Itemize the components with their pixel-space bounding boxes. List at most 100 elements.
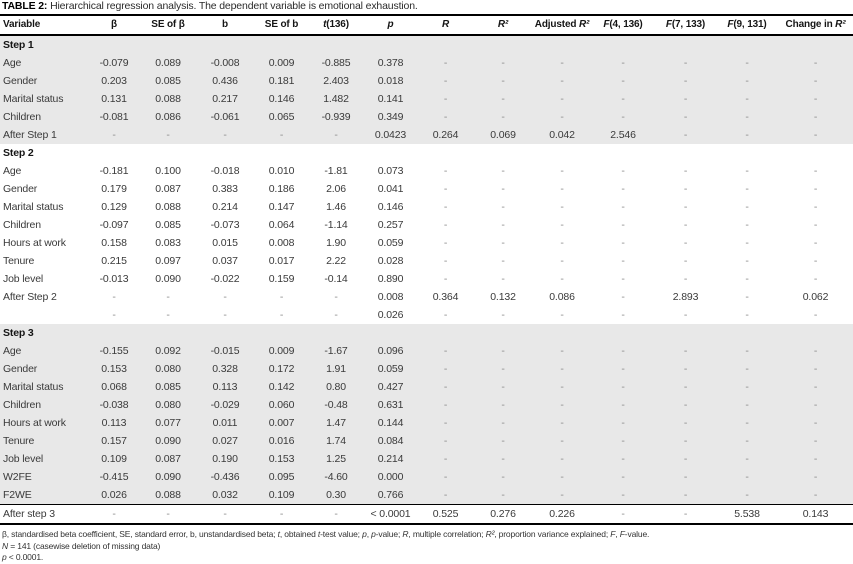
cell-value: - <box>621 57 625 69</box>
cell-variable <box>0 306 88 324</box>
col-header-p: p <box>387 19 394 30</box>
cell-value: - <box>279 309 284 321</box>
cell-value: 0.088 <box>155 201 181 213</box>
cell-value: 0.080 <box>155 363 181 375</box>
col-header-se-beta: SE of β <box>151 19 185 30</box>
cell-value: 0.153 <box>268 453 295 465</box>
cell-value: - <box>334 291 338 303</box>
cell-value: - <box>745 489 749 501</box>
cell-value: - <box>560 75 564 87</box>
cell-value: 0.008 <box>377 291 404 303</box>
cell-value: 2.893 <box>672 291 699 303</box>
cell-value: - <box>745 165 749 177</box>
cell-variable: Age <box>3 345 22 357</box>
cell-variable: Gender <box>3 363 38 375</box>
cell-value: - <box>683 219 688 231</box>
footnote-line: β, standardised beta coefficient, SE, st… <box>2 529 650 539</box>
cell-value: 0.080 <box>155 399 181 411</box>
header-row: Variable β SE of β b SE of b t(136) p R R² Adjust… <box>0 15 853 35</box>
section-row-step-1: Step 1 <box>0 35 853 54</box>
cell-value: - <box>443 93 448 105</box>
cell-variable: Job level <box>3 273 44 285</box>
cell-value: 0.328 <box>212 363 238 375</box>
cell-value: - <box>501 435 505 447</box>
cell-value: - <box>813 219 818 231</box>
cell-value: - <box>621 489 625 501</box>
cell-value: 0.109 <box>268 489 295 501</box>
cell-variable: Age <box>3 57 22 69</box>
cell-value: - <box>560 183 564 195</box>
cell-value: 0.80 <box>326 381 346 393</box>
cell-value: 0.086 <box>549 291 575 303</box>
cell-value: 0.153 <box>101 363 127 375</box>
cell-value: - <box>745 453 749 465</box>
cell-value: 0.000 <box>377 471 404 483</box>
cell-variable: Job level <box>3 453 44 465</box>
data-row: Children -0.081 0.086 -0.061 0.065 -0.939 0.34… <box>0 108 853 126</box>
cell-variable: Age <box>3 165 22 177</box>
cell-value: - <box>443 273 448 285</box>
cell-value: - <box>443 417 448 429</box>
cell-value: 0.084 <box>377 435 404 447</box>
cell-value: -0.48 <box>324 399 348 411</box>
cell-value: -0.073 <box>210 219 240 231</box>
cell-value: - <box>813 273 818 285</box>
cell-value: - <box>621 291 625 303</box>
cell-value: -0.081 <box>99 111 129 123</box>
cell-value: 0.214 <box>377 453 404 465</box>
cell-value: 0.257 <box>377 219 404 231</box>
cell-value: - <box>501 399 505 411</box>
cell-value: - <box>745 255 749 267</box>
cell-value: - <box>621 93 625 105</box>
cell-value: - <box>166 129 170 141</box>
cell-value: - <box>621 345 625 357</box>
cell-value: - <box>621 165 625 177</box>
cell-value: - <box>560 381 564 393</box>
cell-value: - <box>683 93 688 105</box>
cell-value: - <box>813 309 818 321</box>
cell-value: 0.349 <box>377 111 404 123</box>
cell-value: 0.060 <box>268 399 295 411</box>
cell-value: - <box>621 453 625 465</box>
cell-value: 0.383 <box>212 183 238 195</box>
cell-value: - <box>560 435 564 447</box>
cell-value: - <box>334 309 338 321</box>
cell-value: - <box>621 381 625 393</box>
data-row: Job level -0.013 0.090 -0.022 0.159 -0.14 0.89… <box>0 270 853 288</box>
cell-value: - <box>683 453 688 465</box>
cell-value: 2.403 <box>323 75 349 87</box>
col-header-change-r2: Change in R² <box>785 19 846 30</box>
cell-value: 0.143 <box>802 508 829 520</box>
cell-value: 0.037 <box>212 255 238 267</box>
cell-value: - <box>501 183 505 195</box>
data-row: Hours at work 0.113 0.077 0.011 0.007 1.47 0.1… <box>0 414 853 432</box>
table-number-label: TABLE 2: <box>2 0 48 12</box>
section-row-step-2: Step 2 <box>0 144 853 162</box>
cell-value: 0.141 <box>377 93 404 105</box>
cell-value: 0.069 <box>490 129 516 141</box>
cell-value: - <box>813 183 818 195</box>
cell-value: 0.062 <box>802 291 829 303</box>
cell-value: - <box>745 201 749 213</box>
cell-value: 0.144 <box>377 417 404 429</box>
col-header-t136: t(136) <box>323 19 349 30</box>
cell-value: - <box>443 111 448 123</box>
cell-variable: Tenure <box>3 435 35 447</box>
cell-value: 0.179 <box>101 183 127 195</box>
col-header-variable: Variable <box>3 19 41 30</box>
cell-value: -0.181 <box>99 165 129 177</box>
cell-value: - <box>683 399 688 411</box>
cell-value: - <box>560 237 564 249</box>
cell-value: -1.14 <box>324 219 348 231</box>
cell-value: - <box>813 471 818 483</box>
cell-value: 0.085 <box>155 75 181 87</box>
cell-value: -0.415 <box>99 471 129 483</box>
cell-value: - <box>501 489 505 501</box>
section-label: Step 1 <box>3 39 34 51</box>
cell-value: - <box>560 273 564 285</box>
cell-value: 0.092 <box>155 345 181 357</box>
cell-value: 0.172 <box>268 363 295 375</box>
cell-value: - <box>813 255 818 267</box>
cell-value: - <box>166 508 170 520</box>
cell-value: -1.67 <box>324 345 348 357</box>
